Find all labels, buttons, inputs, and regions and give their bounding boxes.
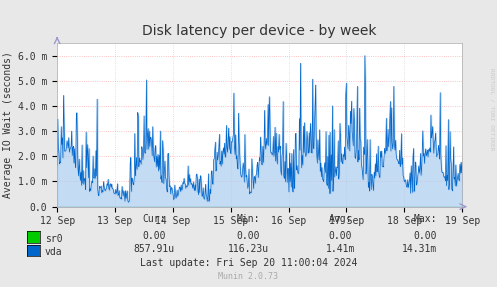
Text: 14.31m: 14.31m bbox=[402, 244, 437, 254]
Title: Disk latency per device - by week: Disk latency per device - by week bbox=[143, 24, 377, 38]
Text: Avg:: Avg: bbox=[329, 214, 352, 224]
Text: Cur:: Cur: bbox=[142, 214, 166, 224]
Text: Max:: Max: bbox=[414, 214, 437, 224]
Text: 857.91u: 857.91u bbox=[134, 244, 174, 254]
Text: 0.00: 0.00 bbox=[237, 231, 260, 241]
Text: Min:: Min: bbox=[237, 214, 260, 224]
Text: 116.23u: 116.23u bbox=[228, 244, 269, 254]
Text: 0.00: 0.00 bbox=[142, 231, 166, 241]
Y-axis label: Average IO Wait (seconds): Average IO Wait (seconds) bbox=[2, 51, 12, 198]
Text: RRDTOOL / TOBI OETIKER: RRDTOOL / TOBI OETIKER bbox=[490, 68, 495, 150]
Text: Last update: Fri Sep 20 11:00:04 2024: Last update: Fri Sep 20 11:00:04 2024 bbox=[140, 258, 357, 268]
Text: sr0: sr0 bbox=[45, 234, 62, 244]
Text: 0.00: 0.00 bbox=[329, 231, 352, 241]
Text: 1.41m: 1.41m bbox=[326, 244, 355, 254]
Text: 0.00: 0.00 bbox=[414, 231, 437, 241]
Text: vda: vda bbox=[45, 247, 62, 257]
Text: Munin 2.0.73: Munin 2.0.73 bbox=[219, 272, 278, 281]
